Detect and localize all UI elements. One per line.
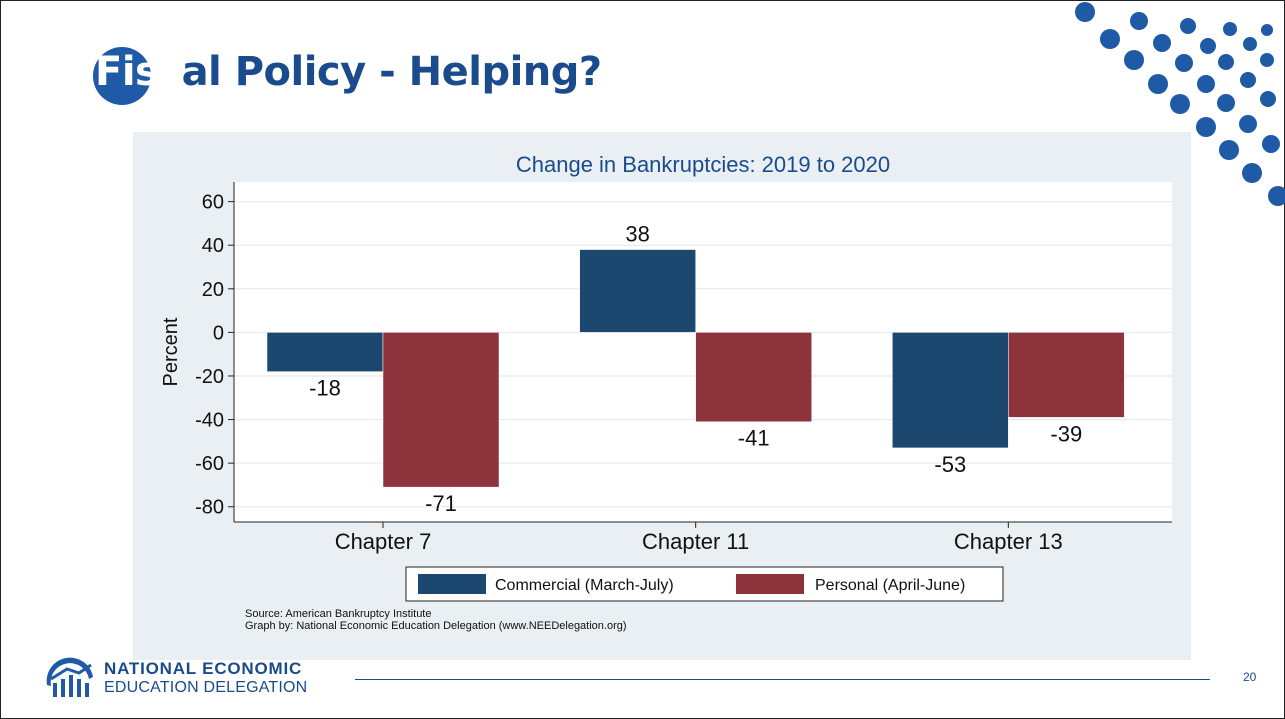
title-accent-circle bbox=[93, 47, 151, 105]
x-tick-label: Chapter 11 bbox=[642, 529, 749, 554]
bar-personal bbox=[695, 332, 812, 422]
y-tick-label: -80 bbox=[195, 497, 224, 519]
legend-label: Commercial (March-July) bbox=[495, 577, 674, 594]
logo-text-line-1: NATIONAL ECONOMIC bbox=[104, 659, 303, 678]
bar-chart: Change in Bankruptcies: 2019 to 2020 60 40… bbox=[160, 152, 1172, 602]
bar-commercial bbox=[579, 249, 696, 333]
data-label: -41 bbox=[738, 426, 770, 451]
data-label: 38 bbox=[625, 222, 649, 247]
y-tick-label: 40 bbox=[202, 235, 224, 257]
legend-label: Personal (April-June) bbox=[815, 577, 965, 594]
bar-personal bbox=[382, 332, 500, 488]
title-highlight: Fisc bbox=[95, 49, 182, 95]
footer-divider bbox=[355, 679, 1210, 680]
page-number: 20 bbox=[1243, 670, 1257, 684]
y-tick-label: -40 bbox=[195, 410, 224, 432]
bar-commercial bbox=[892, 332, 1009, 449]
logo-mark-icon bbox=[46, 657, 93, 697]
source-line-2: Graph by: National Economic Education De… bbox=[245, 620, 627, 632]
y-tick-label: 0 bbox=[213, 322, 224, 344]
chart-title: Change in Bankruptcies: 2019 to 2020 bbox=[516, 152, 890, 177]
chart-source: Source: American Bankruptcy Institute Gr… bbox=[245, 608, 627, 632]
y-tick-label: -60 bbox=[195, 453, 224, 475]
slide-title-text: Fiscal Policy - Helping? bbox=[95, 49, 602, 95]
y-axis-label: Percent bbox=[160, 317, 182, 386]
data-label: -39 bbox=[1050, 421, 1082, 446]
chart-panel: Change in Bankruptcies: 2019 to 2020 60 40… bbox=[133, 132, 1191, 660]
legend-box bbox=[405, 566, 1004, 602]
data-label: -53 bbox=[934, 452, 966, 477]
y-tick-label: 60 bbox=[202, 192, 224, 214]
x-tick-label: Chapter 7 bbox=[335, 529, 432, 554]
title-rest: al Policy - Helping? bbox=[181, 49, 603, 95]
bar-personal bbox=[1008, 332, 1125, 418]
bar-commercial bbox=[266, 332, 384, 372]
x-tick-label: Chapter 13 bbox=[954, 529, 1063, 554]
y-tick-label: 20 bbox=[202, 279, 224, 301]
data-label: -71 bbox=[425, 491, 457, 516]
need-logo: NATIONAL ECONOMIC EDUCATION DELEGATION bbox=[45, 657, 345, 707]
source-line-1: Source: American Bankruptcy Institute bbox=[245, 608, 432, 620]
legend-swatch bbox=[418, 574, 486, 594]
data-label: -18 bbox=[309, 376, 341, 401]
y-tick-label: -20 bbox=[195, 366, 224, 388]
logo-text-line-2: EDUCATION DELEGATION bbox=[104, 679, 308, 696]
decorative-dots bbox=[1075, 2, 1285, 206]
legend-swatch bbox=[736, 574, 804, 594]
